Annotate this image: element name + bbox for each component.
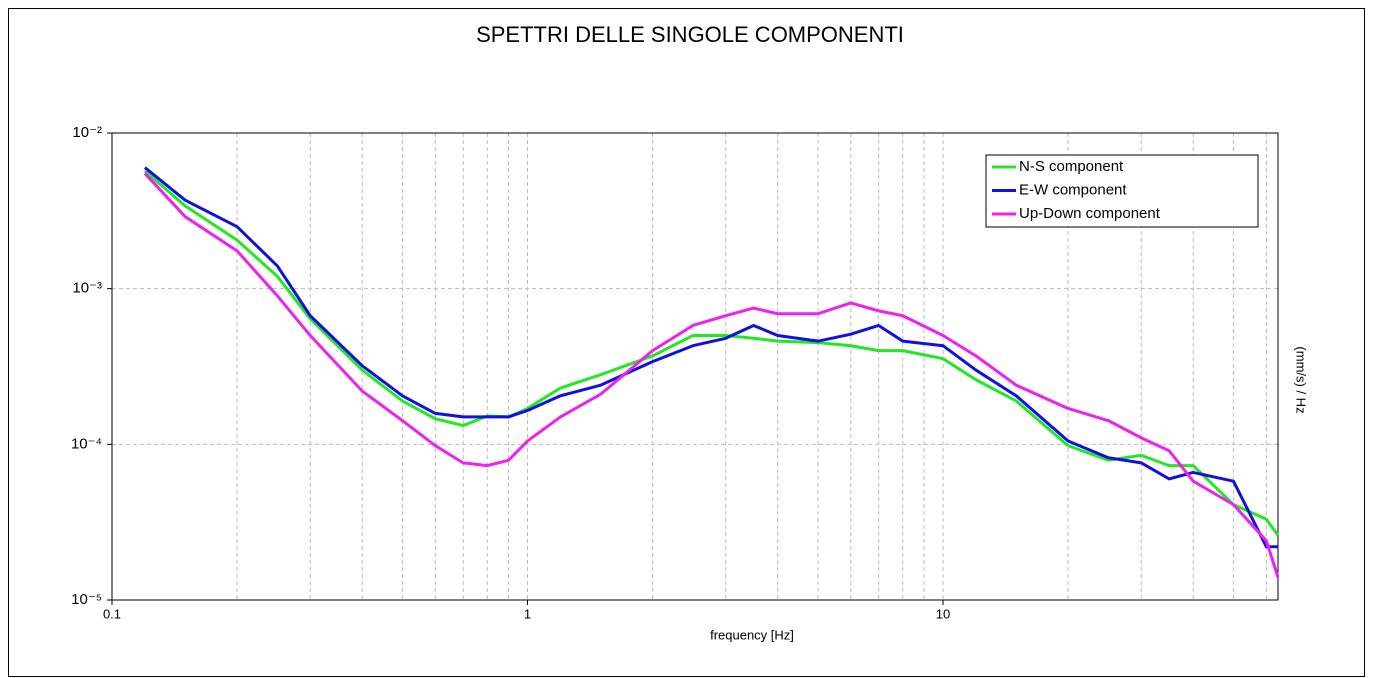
x-tick-label: 1 bbox=[524, 606, 531, 621]
series-line bbox=[143, 172, 1280, 578]
y-axis-label: (mm/s) / Hz bbox=[1294, 346, 1309, 413]
x-tick-label: 10 bbox=[936, 606, 950, 621]
y-tick-label: 10⁻² bbox=[72, 124, 102, 141]
y-tick-label: 10⁻⁵ bbox=[71, 591, 102, 608]
legend-box bbox=[985, 154, 1259, 228]
y-tick-label: 10⁻⁴ bbox=[71, 435, 102, 452]
legend-label: N-S component bbox=[1019, 158, 1124, 175]
legend-label: Up-Down component bbox=[1019, 205, 1161, 222]
frame bbox=[8, 8, 1365, 677]
legend-label: E-W component bbox=[1019, 181, 1127, 198]
y-tick-label: 10⁻³ bbox=[72, 280, 102, 297]
series-line bbox=[143, 169, 1280, 537]
x-axis-label: frequency [Hz] bbox=[710, 627, 794, 642]
chart-title: SPETTRI DELLE SINGOLE COMPONENTI bbox=[476, 22, 904, 47]
plot-border bbox=[111, 132, 1279, 601]
series-line bbox=[143, 166, 1278, 549]
x-tick-label: 0.1 bbox=[103, 606, 121, 621]
